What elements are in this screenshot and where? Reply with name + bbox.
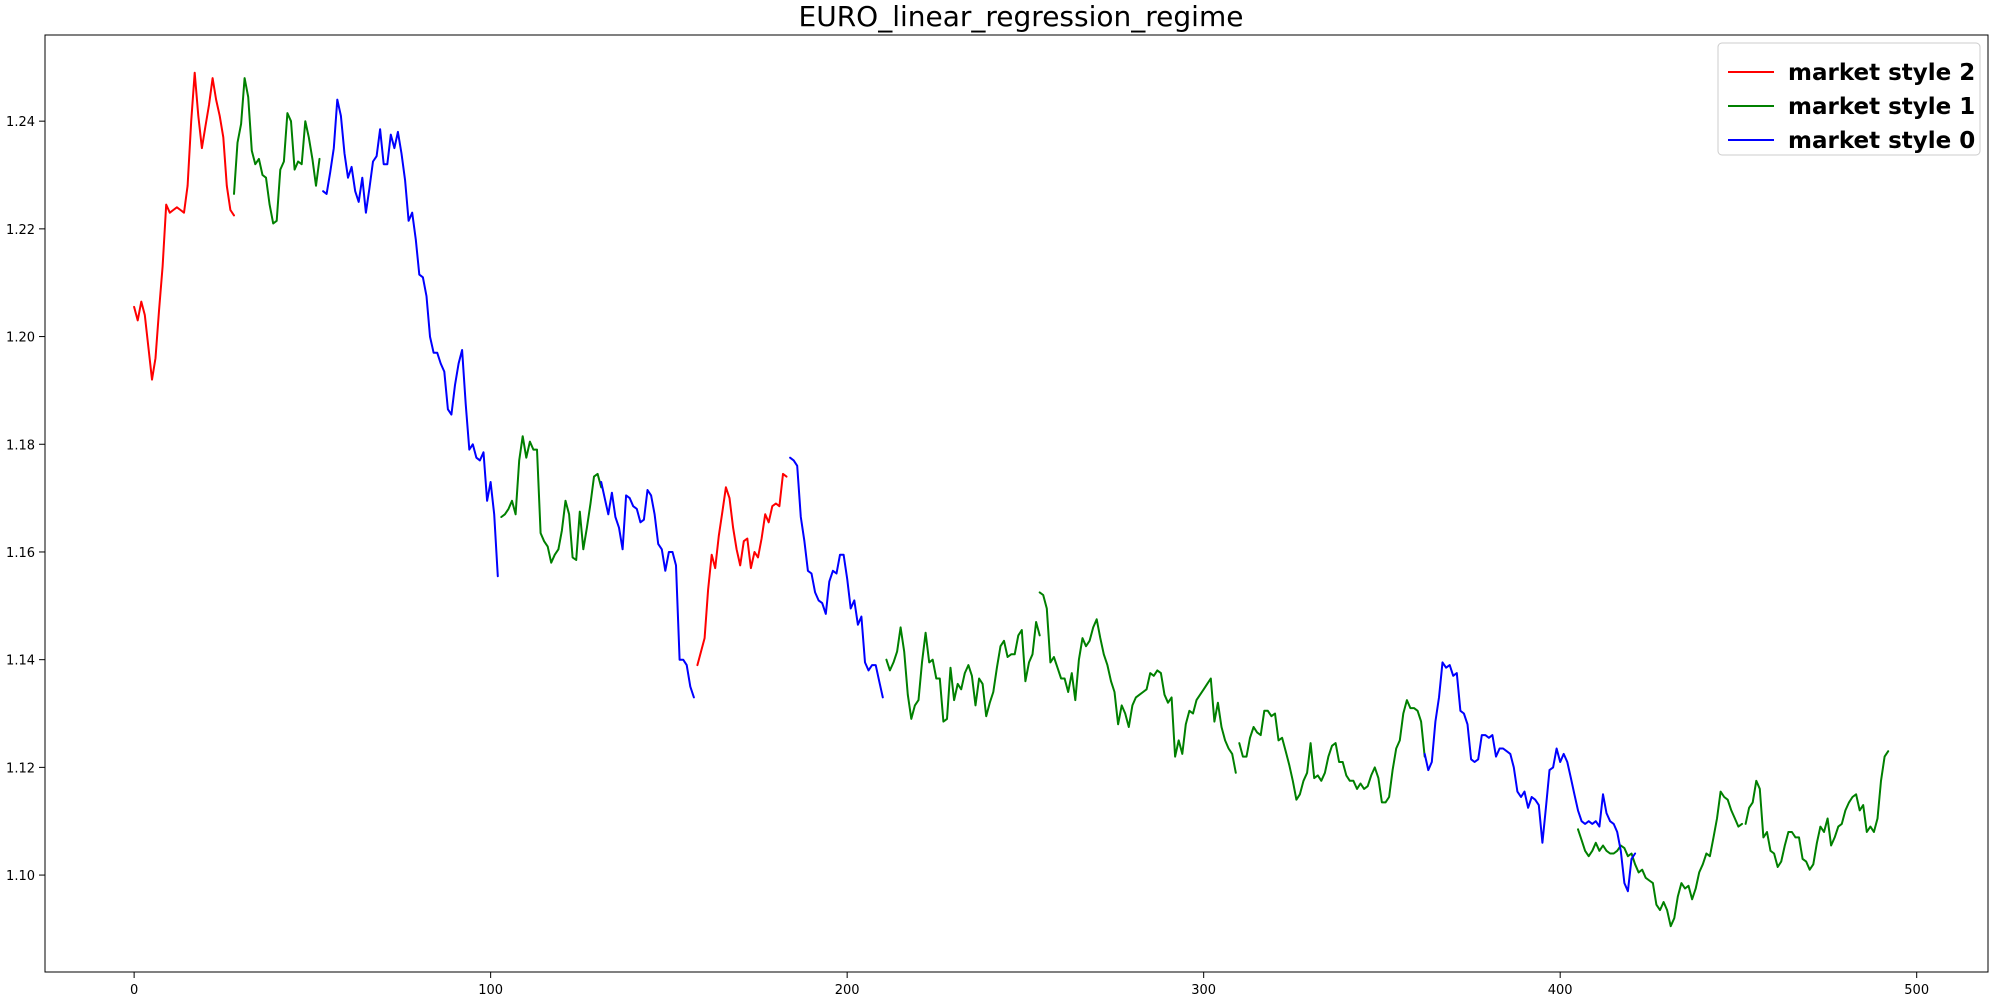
series-line-1-segment-6 [1577,790,1743,928]
series-line-2-segment-1 [600,481,695,699]
series-line-1-segment-1 [500,435,603,564]
legend-label: market style 2 [1788,60,1975,86]
y-tick-label: 1.20 [6,331,35,346]
legend-box [1717,42,1981,156]
plot-frame [44,34,1989,973]
y-tick-label: 1.24 [6,115,35,130]
y-tick-label: 1.12 [6,761,35,776]
x-tick-label: 200 [835,983,860,998]
y-axis: 1.10 1.12 1.14 1.16 1.18 1.20 1.22 1.24 [6,115,45,884]
series-line-1-segment-3 [1038,591,1237,774]
series-layer [133,71,1890,928]
y-tick-label: 1.22 [6,223,35,238]
x-tick-label: 0 [130,983,138,998]
legend-label: market style 1 [1788,94,1975,120]
series-line-2-segment-0 [322,98,499,578]
x-axis: 0 100 200 300 400 500 [130,972,1929,998]
legend: market style 2 market style 1 market style… [1717,42,1981,156]
legend-label: market style 0 [1788,128,1975,154]
series-line-1-segment-4 [1238,699,1426,804]
series-line-2-segment-3 [1423,661,1637,893]
y-tick-label: 1.10 [6,869,35,884]
x-tick-label: 400 [1548,983,1573,998]
y-tick-label: 1.16 [6,546,35,561]
x-tick-label: 500 [1904,983,1929,998]
series-line-1-segment-2 [885,621,1041,723]
chart-title: EURO_linear_regression_regime [799,0,1244,33]
series-line-0-segment-1 [696,472,788,667]
y-tick-label: 1.14 [6,654,35,669]
x-tick-label: 100 [478,983,503,998]
series-line-1-segment-0 [233,77,321,225]
series-line-2-segment-2 [789,456,884,699]
y-tick-label: 1.18 [6,438,35,453]
series-line-0-segment-0 [133,71,235,381]
x-tick-label: 300 [1191,983,1216,998]
series-line-1-segment-5 [1744,750,1890,871]
